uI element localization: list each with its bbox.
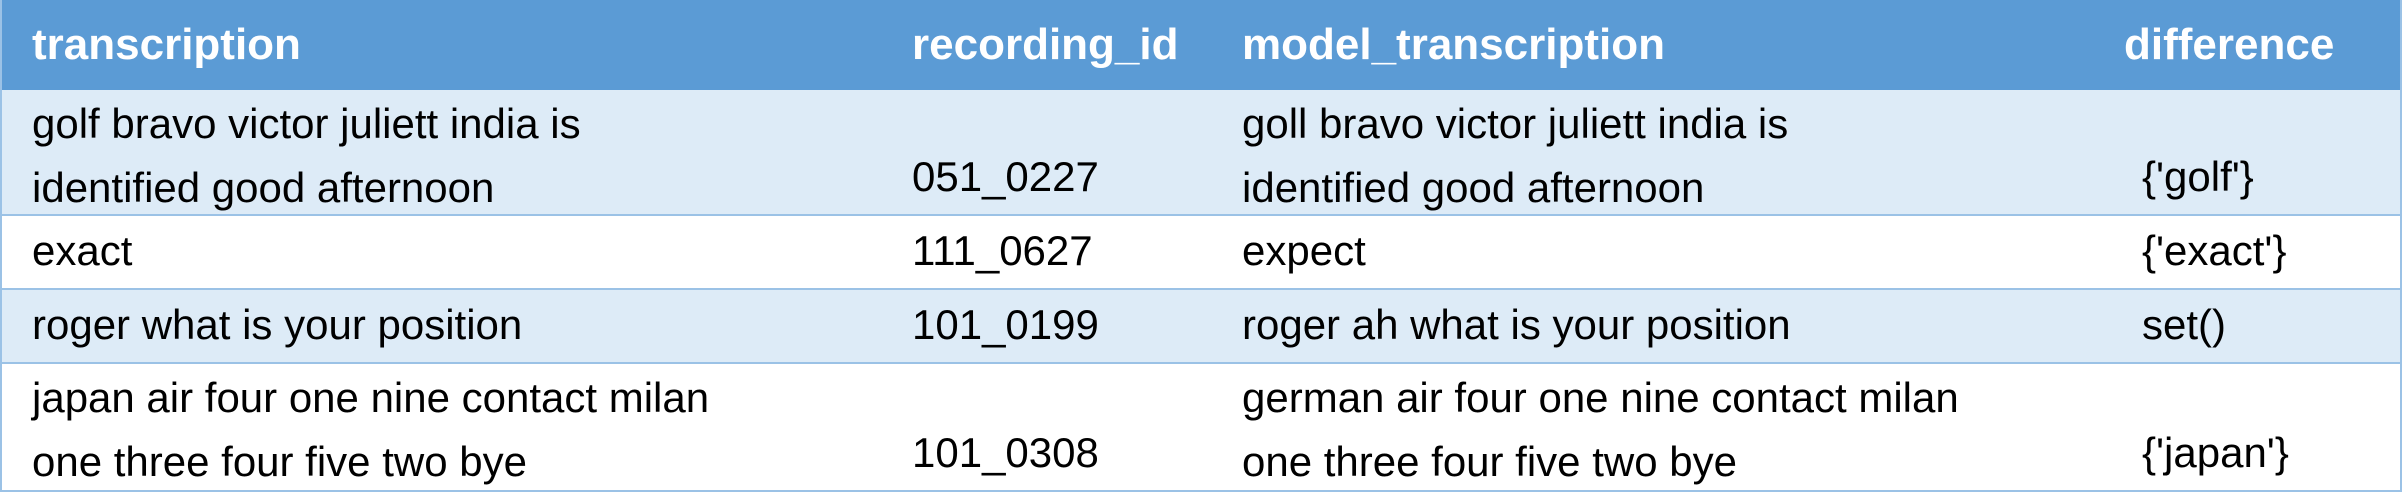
table-row: exact 111_0627 expect {'exact'} xyxy=(2,216,2400,290)
difference-cell: {'japan'} xyxy=(2142,429,2289,476)
recording-id-cell: 101_0308 xyxy=(912,429,1099,476)
difference-cell: set() xyxy=(2142,301,2226,348)
model-transcription-cell: roger ah what is your position xyxy=(1242,301,1791,348)
transcription-cell: roger what is your position xyxy=(32,301,523,348)
recording-id-cell: 101_0199 xyxy=(912,301,1099,348)
table-row: roger what is your position 101_0199 rog… xyxy=(2,290,2400,364)
header-transcription[interactable]: transcription xyxy=(32,20,301,69)
model-transcription-line: one three four five two bye xyxy=(1242,438,1737,485)
transcription-cell: exact xyxy=(32,227,133,274)
transcription-cell: japan air four one nine contact milan on… xyxy=(2,364,882,490)
transcription-line: golf bravo victor juliett india is xyxy=(32,100,581,147)
table-row: japan air four one nine contact milan on… xyxy=(2,364,2400,490)
model-transcription-line: goll bravo victor juliett india is xyxy=(1242,100,1789,147)
difference-cell: {'exact'} xyxy=(2142,227,2287,274)
difference-cell: {'golf'} xyxy=(2142,153,2254,200)
model-transcription-cell: german air four one nine contact milan o… xyxy=(1212,364,2112,490)
model-transcription-cell: goll bravo victor juliett india is ident… xyxy=(1212,90,2112,214)
transcription-cell: golf bravo victor juliett india is ident… xyxy=(2,90,882,214)
table-header-row: transcription recording_id model_transcr… xyxy=(2,0,2400,90)
transcription-line: one three four five two bye xyxy=(32,438,527,485)
recording-id-cell: 111_0627 xyxy=(912,227,1093,274)
transcription-line: identified good afternoon xyxy=(32,164,495,211)
header-difference[interactable]: difference xyxy=(2124,20,2335,69)
transcription-line: japan air four one nine contact milan xyxy=(32,374,710,421)
model-transcription-cell: expect xyxy=(1242,227,1366,274)
model-transcription-line: german air four one nine contact milan xyxy=(1242,374,1959,421)
model-transcription-line: identified good afternoon xyxy=(1242,164,1705,211)
header-model-transcription[interactable]: model_transcription xyxy=(1242,20,1665,69)
table-row: golf bravo victor juliett india is ident… xyxy=(2,90,2400,216)
recording-id-cell: 051_0227 xyxy=(912,153,1099,200)
header-recording-id[interactable]: recording_id xyxy=(912,20,1179,69)
